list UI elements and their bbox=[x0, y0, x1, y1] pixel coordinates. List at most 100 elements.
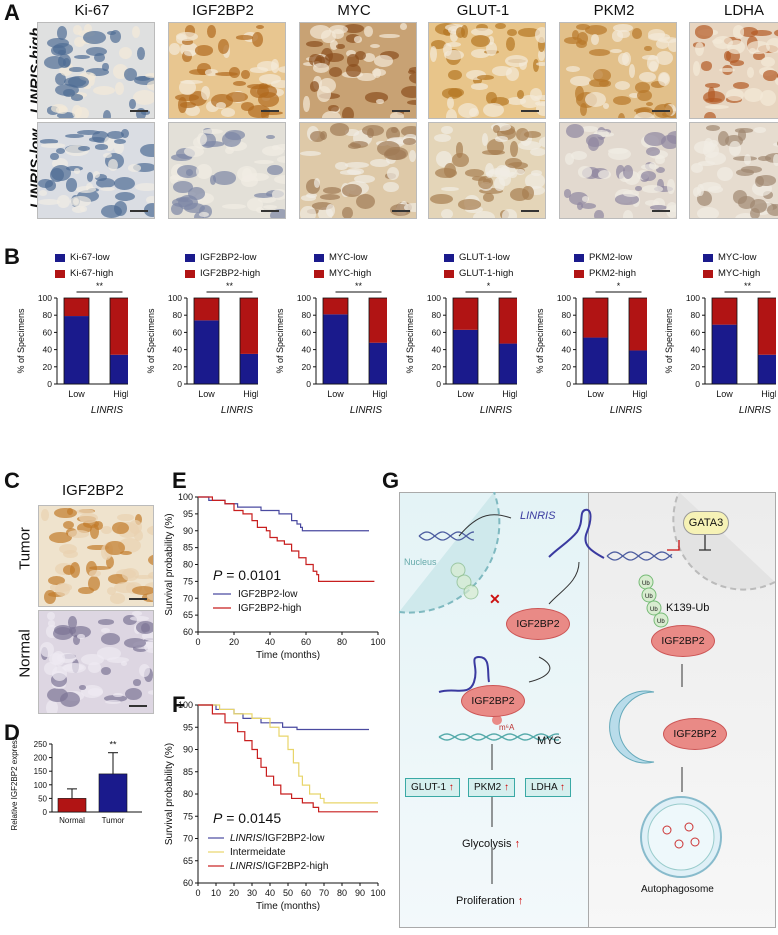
legend-label: GLUT-1-high bbox=[459, 268, 514, 279]
legend-label: MYC-high bbox=[329, 268, 372, 279]
p-value-label: P = 0.0145 bbox=[213, 810, 281, 826]
x-tick-label: 80 bbox=[337, 888, 347, 898]
bar-high-low bbox=[758, 354, 776, 384]
scale-bar bbox=[521, 110, 539, 112]
y-tick-label: 95 bbox=[183, 722, 193, 732]
legend-label: PKM2-low bbox=[589, 252, 633, 263]
y-tick-label: 40 bbox=[432, 345, 442, 355]
bar-outline bbox=[628, 297, 647, 385]
x-tick-label-tumor: Tumor bbox=[102, 816, 125, 825]
x-tick-label: 30 bbox=[247, 888, 257, 898]
glut1-box: GLUT-1 ↑ bbox=[405, 778, 460, 797]
survival-curve-1 bbox=[198, 496, 369, 532]
dna-right-1 bbox=[606, 551, 673, 561]
legend-text: Intermeidate bbox=[230, 847, 286, 858]
y-axis-label: % of Specimens bbox=[146, 308, 156, 374]
nucleus-left bbox=[399, 492, 501, 614]
igf2bp2-oval-4: IGF2BP2 bbox=[663, 718, 727, 750]
legend-entry-pkm2-high: PKM2-high bbox=[574, 268, 636, 279]
x-tick-label: 60 bbox=[301, 888, 311, 898]
legend-entry-pkm2-low: PKM2-low bbox=[574, 252, 632, 263]
legend-label: Ki-67-high bbox=[70, 268, 114, 279]
y-tick-label: 90 bbox=[183, 745, 193, 755]
x-tick-label-high: High bbox=[113, 389, 128, 399]
x-tick-label: 80 bbox=[337, 637, 347, 647]
x-tick-label-low: Low bbox=[327, 389, 344, 399]
x-tick-label: 50 bbox=[283, 888, 293, 898]
p-symbol: P bbox=[213, 810, 223, 826]
igf2bp2-oval-2: IGF2BP2 bbox=[461, 685, 525, 717]
y-tick-label: 20 bbox=[43, 362, 53, 372]
y-tick-label: 0 bbox=[47, 379, 52, 389]
y-tick-label: 0 bbox=[436, 379, 441, 389]
x-tick-label: 0 bbox=[195, 888, 200, 898]
nucleus-right bbox=[672, 492, 775, 591]
y-axis-label: % of Specimens bbox=[664, 308, 674, 374]
y-tick-label: 75 bbox=[183, 811, 193, 821]
significance-label: ** bbox=[226, 281, 234, 291]
legend-entry-glut-1-high: GLUT-1-high bbox=[444, 268, 513, 279]
legend-label: IGF2BP2-low bbox=[200, 252, 257, 263]
y-tick-label: 70 bbox=[183, 834, 193, 844]
y-tick-label: 0 bbox=[177, 379, 182, 389]
panel-label-c: C bbox=[4, 468, 20, 493]
scale-bar bbox=[130, 110, 148, 112]
y-tick-label: 80 bbox=[302, 310, 312, 320]
x-axis-label: LINRIS bbox=[221, 405, 254, 416]
x-tick-label: 70 bbox=[319, 888, 329, 898]
y-tick-label: 60 bbox=[183, 878, 193, 888]
stacked-bar-chart-3: % of Specimens 0 20 40 60 80 100 Low High ** LINRI… bbox=[275, 281, 387, 416]
bar-outline bbox=[193, 297, 220, 385]
bar-high-low bbox=[110, 354, 128, 384]
legend-swatch bbox=[444, 253, 454, 262]
micrograph-high-ldha bbox=[689, 22, 778, 119]
legend-label-2: IGF2BP2-high bbox=[238, 603, 301, 614]
marker-header-igf2bp2: IGF2BP2 bbox=[192, 2, 254, 19]
x-axis-label: LINRIS bbox=[480, 405, 513, 416]
y-tick-label: 20 bbox=[562, 362, 572, 372]
x-tick-label: 10 bbox=[211, 888, 221, 898]
legend-swatch bbox=[314, 269, 324, 278]
legend-label-1: LINRIS/IGF2BP2-low bbox=[230, 833, 325, 844]
bar-low-low bbox=[712, 324, 737, 384]
bar-outline bbox=[711, 297, 738, 385]
p-value: = 0.0145 bbox=[222, 810, 281, 826]
survival-curve-2 bbox=[198, 704, 378, 804]
panel-label-d: D bbox=[4, 720, 20, 745]
micrograph-low-ldha bbox=[689, 122, 778, 219]
bar-high-high bbox=[110, 298, 128, 355]
legend-swatch bbox=[55, 253, 65, 262]
bar-low-high bbox=[64, 298, 89, 317]
bar-low-high bbox=[712, 298, 737, 325]
y-tick-label: 60 bbox=[183, 627, 193, 637]
legend-label: Ki-67-low bbox=[70, 252, 110, 263]
ub-label: Ub bbox=[657, 619, 665, 625]
x-tick-label: 0 bbox=[195, 637, 200, 647]
ub-right-3 bbox=[653, 612, 669, 628]
m6a-dot bbox=[492, 715, 502, 725]
autophagosome-inner bbox=[647, 803, 715, 871]
stacked-bar-chart-5: % of Specimens 0 20 40 60 80 100 Low High * LINRIS bbox=[535, 281, 647, 416]
legend-swatch bbox=[185, 253, 195, 262]
ub-left-2 bbox=[463, 584, 479, 600]
x-tick-label-high: High bbox=[761, 389, 776, 399]
bar-low-high bbox=[323, 298, 348, 315]
y-tick-label: 65 bbox=[183, 610, 193, 620]
x-axis-label: Time (months) bbox=[256, 901, 320, 912]
m6a-label: m⁶A bbox=[499, 723, 515, 732]
legend-entry-myc-high: MYC-high bbox=[703, 268, 760, 279]
y-tick-label: 40 bbox=[302, 345, 312, 355]
y-tick-label: 85 bbox=[183, 543, 193, 553]
y-tick-label: 40 bbox=[173, 345, 183, 355]
arrow-1 bbox=[548, 561, 580, 605]
cargo-1 bbox=[684, 822, 694, 832]
y-tick-label: 60 bbox=[173, 327, 183, 337]
glycolysis-label: Glycolysis ↑ bbox=[462, 838, 521, 850]
y-tick-label: 50 bbox=[38, 794, 47, 803]
x-tick-label-normal: Normal bbox=[59, 816, 85, 825]
legend-entry-ki-67-high: Ki-67-high bbox=[55, 268, 113, 279]
scale-bar bbox=[130, 210, 148, 212]
bar-high-high bbox=[499, 298, 517, 344]
y-tick-label: 20 bbox=[691, 362, 701, 372]
micrograph-high-glut-1 bbox=[428, 22, 546, 119]
